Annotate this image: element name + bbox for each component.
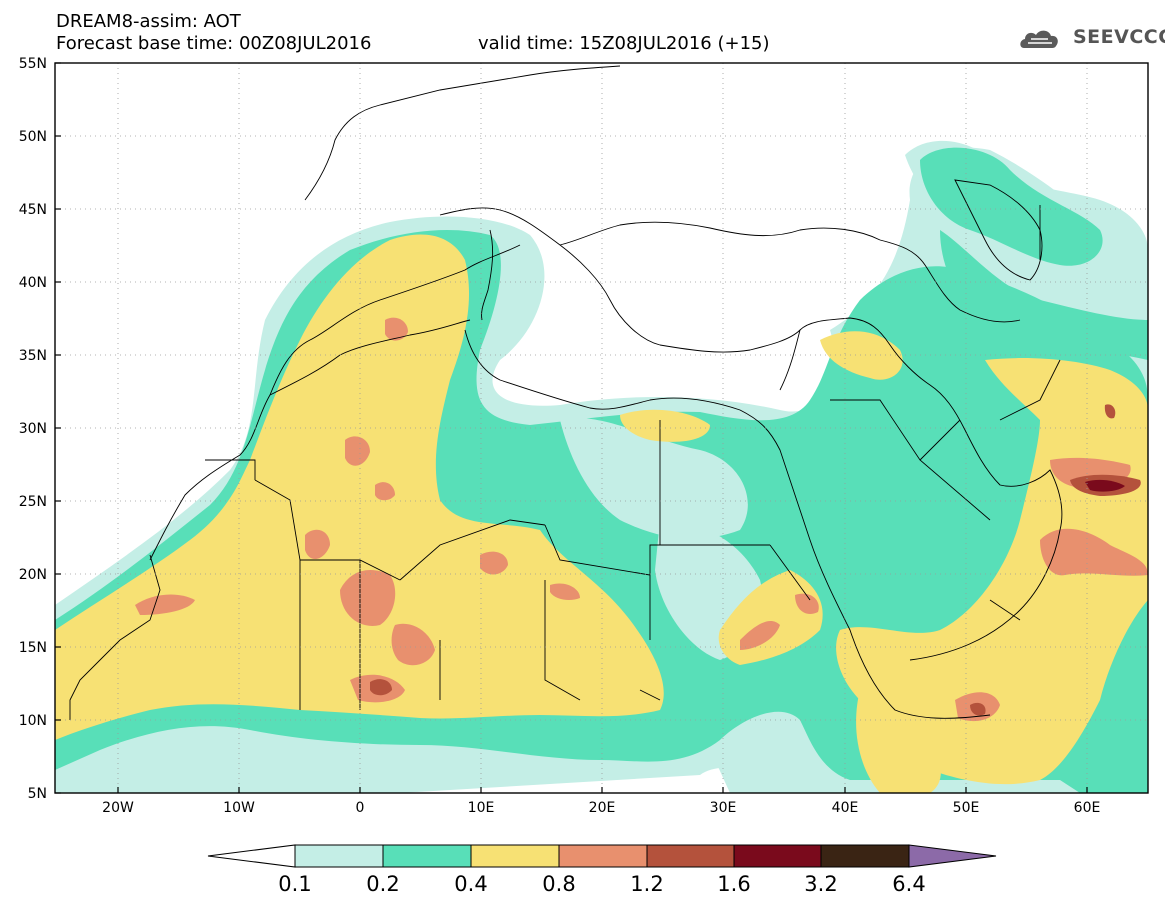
lon-label: 10E: [468, 800, 495, 816]
lat-label: 25N: [19, 494, 47, 510]
colorbar-swatch: [558, 844, 648, 868]
lat-label: 35N: [19, 348, 47, 364]
colorbar-label: 1.2: [630, 872, 663, 896]
colorbar-low-arrow: [207, 844, 296, 868]
lat-label: 10N: [19, 713, 47, 729]
lon-label: 50E: [953, 800, 980, 816]
colorbar-labels: 0.1 0.2 0.4 0.8 1.2 1.6 3.2 6.4: [278, 872, 925, 896]
colorbar-label: 6.4: [892, 872, 925, 896]
colorbar-swatch: [382, 844, 472, 868]
colorbar-high-arrow: [908, 844, 997, 868]
colorbar-swatch: [733, 844, 822, 868]
colorbar-label: 0.8: [542, 872, 575, 896]
lat-label: 20N: [19, 567, 47, 583]
map-title: DREAM8-assim: AOT: [56, 11, 241, 32]
colorbar-label: 1.6: [717, 872, 750, 896]
seevccc-logo-text: SEEVCCC: [1073, 26, 1165, 48]
colorbar-label: 3.2: [804, 872, 837, 896]
lon-labels: 20W 10W 0 10E 20E 30E 40E 50E 60E: [102, 800, 1100, 816]
lat-label: 30N: [19, 421, 47, 437]
cloud-icon: [1020, 30, 1058, 48]
lat-labels: 55N 50N 45N 40N 35N 30N 25N 20N 15N 10N …: [19, 56, 47, 802]
lat-label: 45N: [19, 202, 47, 218]
colorbar-label: 0.4: [454, 872, 487, 896]
lat-label: 5N: [28, 786, 47, 802]
colorbar-swatch: [820, 844, 910, 868]
forecast-base-time: Forecast base time: 00Z08JUL2016: [56, 33, 372, 54]
colorbar-swatch: [646, 844, 735, 868]
lat-label: 15N: [19, 640, 47, 656]
lat-label: 50N: [19, 129, 47, 145]
valid-time: valid time: 15Z08JUL2016 (+15): [478, 33, 770, 54]
lon-label: 30E: [710, 800, 737, 816]
lon-label: 20W: [102, 800, 134, 816]
lat-label: 40N: [19, 275, 47, 291]
lon-label: 10W: [223, 800, 255, 816]
colorbar: [207, 844, 997, 868]
grid-lines: [55, 63, 1148, 793]
colorbar-swatch: [294, 844, 384, 868]
coastlines: [69, 65, 1063, 720]
colorbar-swatch: [470, 844, 560, 868]
colorbar-label: 0.1: [278, 872, 311, 896]
lon-label: 0: [356, 800, 365, 816]
lat-label: 55N: [19, 56, 47, 72]
lon-label: 60E: [1074, 800, 1101, 816]
lon-label: 40E: [832, 800, 859, 816]
lon-label: 20E: [589, 800, 616, 816]
aot-field: [55, 140, 1148, 793]
axis-ticks: [55, 62, 1088, 794]
colorbar-label: 0.2: [366, 872, 399, 896]
